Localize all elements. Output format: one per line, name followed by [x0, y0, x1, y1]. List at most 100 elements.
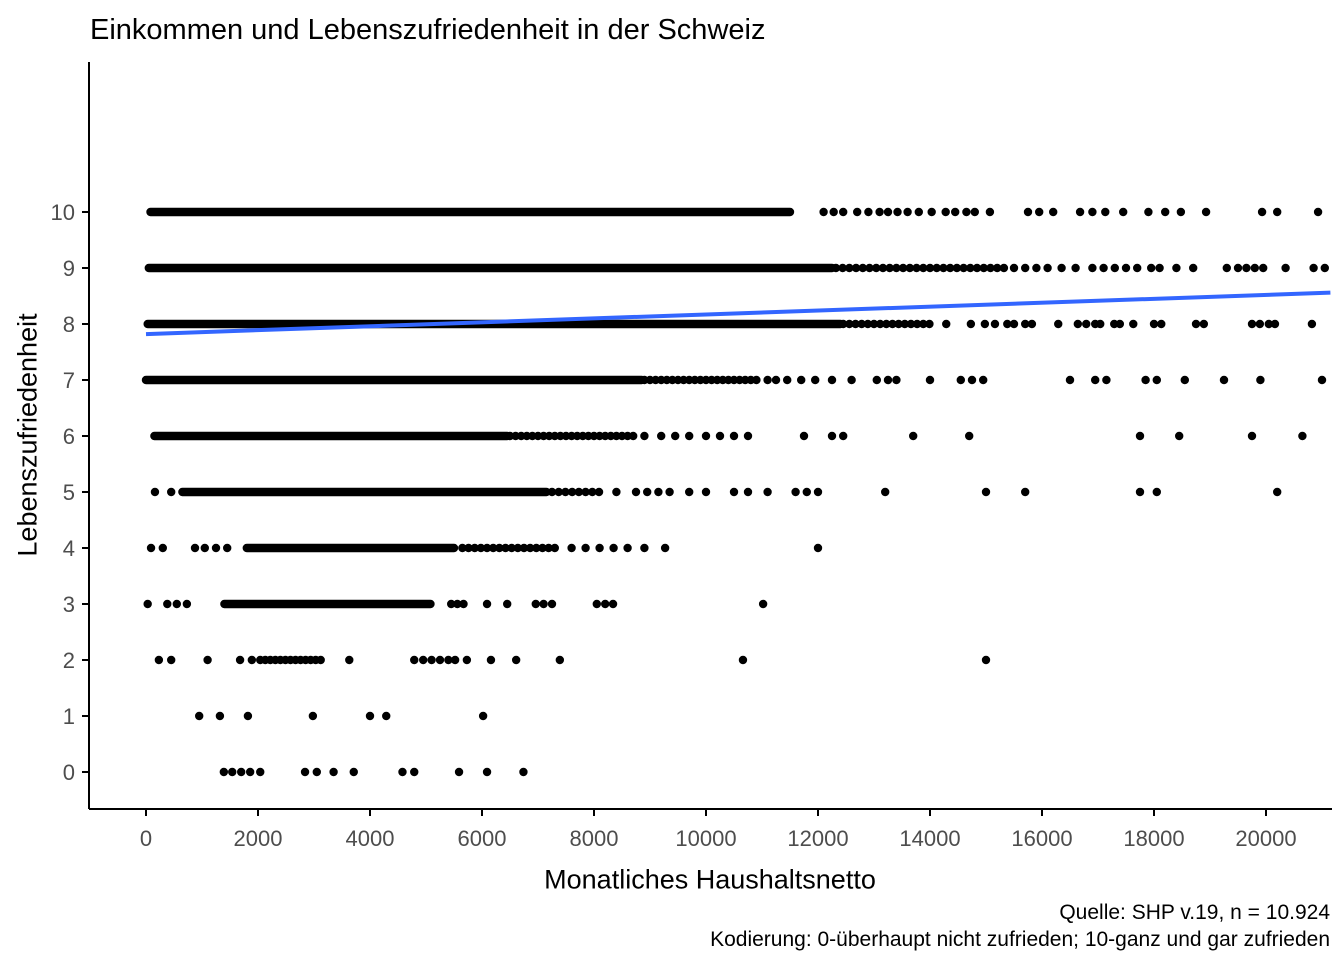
data-point — [1222, 263, 1232, 273]
data-point — [685, 431, 694, 441]
data-point — [349, 767, 358, 777]
data-point — [419, 655, 428, 665]
data-point — [1020, 487, 1030, 497]
data-point — [228, 767, 237, 777]
data-point — [1161, 207, 1170, 217]
data-point — [979, 263, 988, 273]
data-point — [763, 487, 772, 497]
x-tick-label: 20000 — [1235, 826, 1296, 851]
data-point — [845, 319, 854, 329]
data-point — [567, 543, 576, 553]
data-point — [783, 375, 792, 385]
data-point — [398, 767, 407, 777]
data-point — [608, 599, 618, 609]
data-point — [888, 319, 897, 329]
data-point — [979, 375, 988, 385]
y-tick-label: 0 — [63, 760, 75, 785]
data-point — [1201, 207, 1211, 217]
x-tick-label: 18000 — [1123, 826, 1184, 851]
data-point — [980, 319, 990, 329]
satisfaction-row-10 — [146, 207, 1323, 217]
data-point — [939, 263, 948, 273]
data-point — [588, 487, 597, 497]
data-point — [838, 263, 847, 273]
data-point — [819, 207, 828, 217]
data-point — [872, 375, 881, 385]
data-point — [729, 487, 739, 497]
data-point — [316, 655, 325, 665]
data-point — [1270, 319, 1280, 329]
data-point — [1141, 375, 1150, 385]
data-point — [892, 375, 901, 385]
data-point — [444, 655, 453, 665]
data-point — [909, 431, 918, 441]
data-point — [454, 767, 464, 777]
x-tick-label: 4000 — [346, 826, 395, 851]
caption-source: Quelle: SHP v.19, n = 10.924 — [1059, 901, 1330, 924]
data-point — [1003, 319, 1012, 329]
data-point — [1065, 375, 1075, 385]
data-point — [906, 319, 916, 329]
data-point — [657, 431, 666, 441]
data-point — [839, 319, 848, 329]
data-point — [163, 599, 172, 609]
data-point — [865, 263, 874, 273]
y-tick-label: 8 — [63, 312, 75, 337]
data-point — [925, 263, 935, 273]
data-point — [701, 431, 711, 441]
data-point — [219, 767, 229, 777]
data-point — [476, 543, 486, 553]
data-point — [845, 263, 854, 273]
data-point — [829, 207, 838, 217]
data-point — [581, 487, 590, 497]
data-point — [893, 207, 902, 217]
data-point — [763, 375, 772, 385]
data-point — [503, 599, 512, 609]
data-point — [640, 431, 649, 441]
data-point — [863, 319, 873, 329]
scatter-points — [141, 207, 1330, 777]
data-point — [1035, 207, 1044, 217]
data-point — [966, 319, 976, 329]
satisfaction-row-1 — [195, 711, 488, 721]
satisfaction-row-8 — [143, 319, 1317, 329]
data-point — [1101, 207, 1110, 217]
data-point — [539, 599, 548, 609]
data-point — [1023, 207, 1033, 217]
data-point — [981, 655, 991, 665]
data-point — [959, 263, 968, 273]
x-axis-title: Monatliches Haushaltsnetto — [544, 864, 876, 895]
data-point — [1073, 319, 1083, 329]
data-point — [486, 655, 496, 665]
data-point — [482, 599, 492, 609]
data-point — [519, 543, 529, 553]
x-tick-label: 14000 — [899, 826, 960, 851]
data-point — [925, 375, 935, 385]
data-point — [629, 431, 638, 441]
data-point — [881, 487, 890, 497]
data-point — [1152, 375, 1162, 385]
data-point — [1233, 263, 1243, 273]
data-point — [489, 543, 498, 553]
data-point — [1317, 375, 1327, 385]
data-point — [256, 767, 265, 777]
data-point — [507, 543, 516, 553]
data-point — [1135, 487, 1145, 497]
y-axis-title: Lebenszufriedenheit — [12, 313, 43, 557]
y-tick-label: 5 — [63, 480, 75, 505]
x-axis-ticks: 0 2000 4000 6000 8000 10000 12000 14000 16000 180… — [140, 809, 1297, 851]
data-point — [450, 655, 460, 665]
data-point — [511, 655, 521, 665]
data-point — [771, 375, 781, 385]
data-point — [986, 263, 995, 273]
data-point — [595, 543, 604, 553]
data-point — [945, 263, 955, 273]
data-point — [813, 487, 823, 497]
data-point — [1088, 207, 1097, 217]
data-point — [872, 263, 881, 273]
data-point — [847, 375, 856, 385]
data-point — [561, 487, 570, 497]
data-point — [555, 655, 565, 665]
data-point — [1091, 375, 1100, 385]
data-point — [993, 263, 1002, 273]
